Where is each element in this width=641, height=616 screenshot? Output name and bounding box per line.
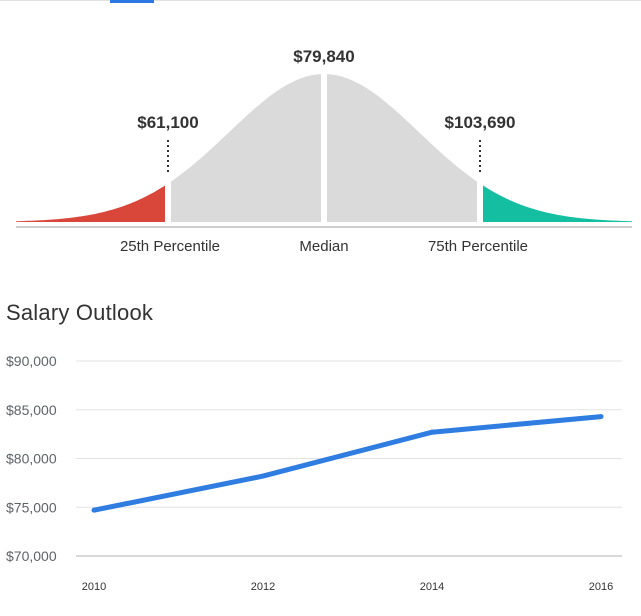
- salary-distribution-chart: $61,100 $79,840 $103,690 25th Percentile…: [16, 47, 632, 255]
- x-tick-label: 2016: [589, 581, 613, 593]
- p75-value-label: $103,690: [445, 113, 516, 132]
- salary-data-point[interactable]: [429, 429, 435, 435]
- y-tick-label: $90,000: [6, 353, 57, 369]
- p75-category-label: 75th Percentile: [428, 238, 528, 255]
- x-tick-label: 2014: [420, 581, 444, 593]
- y-tick-label: $85,000: [6, 402, 57, 418]
- low-tail-region: [16, 185, 165, 222]
- salary-data-point[interactable]: [260, 473, 266, 479]
- salary-data-point[interactable]: [598, 414, 604, 420]
- median-value-label: $79,840: [293, 47, 354, 66]
- top-divider: [0, 0, 641, 1]
- salary-outlook-title: Salary Outlook: [6, 300, 154, 325]
- p25-category-label: 25th Percentile: [120, 238, 220, 255]
- active-tab-indicator[interactable]: [110, 0, 154, 3]
- median-category-label: Median: [299, 238, 348, 255]
- x-tick-label: 2012: [251, 581, 275, 593]
- salary-series-line: [93, 414, 602, 513]
- upper-middle-region: [327, 74, 477, 222]
- salary-data-point[interactable]: [91, 507, 97, 513]
- y-tick-label: $80,000: [6, 451, 57, 467]
- high-tail-region: [483, 185, 632, 222]
- salary-outlook-chart: $70,000 $75,000 $80,000 $85,000 $90,000 2010…: [6, 353, 622, 593]
- y-tick-label: $75,000: [6, 499, 57, 515]
- lower-middle-region: [171, 74, 321, 222]
- x-tick-label: 2010: [82, 581, 106, 593]
- p25-value-label: $61,100: [137, 113, 198, 132]
- y-tick-label: $70,000: [6, 548, 57, 564]
